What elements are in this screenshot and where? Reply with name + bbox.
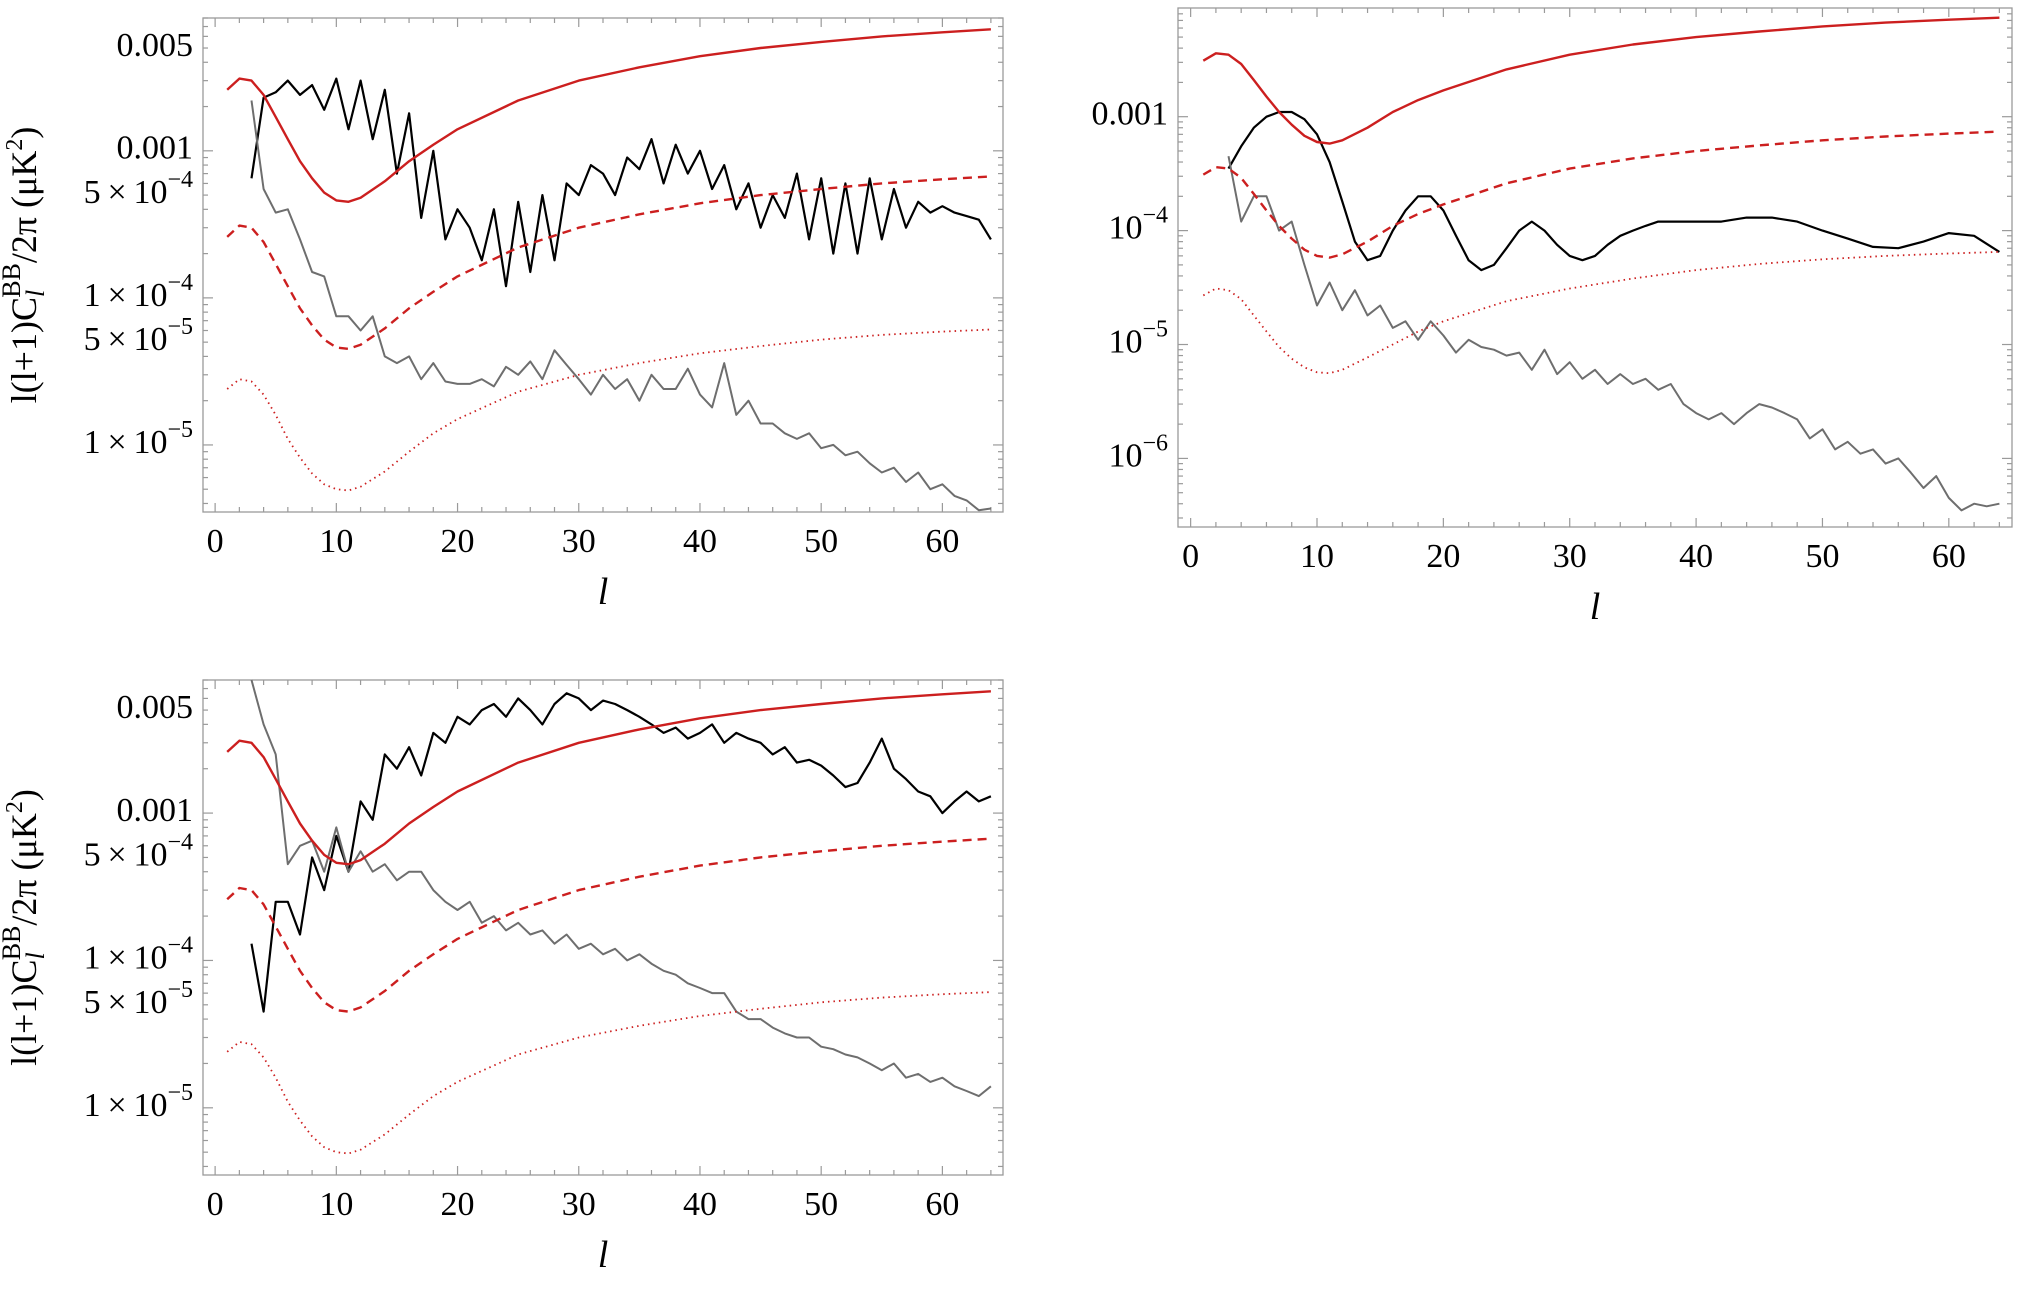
y-tick-label: 0.001 — [117, 792, 194, 829]
series-line-dotted-red — [226, 328, 991, 492]
x-tick-label: 20 — [441, 523, 475, 560]
x-tick-label: 50 — [804, 523, 838, 560]
series-line-dotted-red — [1202, 251, 2000, 375]
y-tick-label: 5 × 10−4 — [84, 167, 193, 211]
y-tick-label: 1 × 10−5 — [84, 416, 193, 460]
series-line-solid-gray — [250, 100, 992, 512]
y-tick-label: 10−6 — [1108, 430, 1168, 474]
series-line-solid-black — [250, 77, 992, 288]
x-axis-label: l — [598, 1234, 609, 1276]
y-tick-label: 5 × 10−5 — [84, 314, 193, 358]
x-axis-label: l — [1590, 586, 1601, 628]
y-tick-label: 10−5 — [1108, 316, 1168, 360]
y-tick-label: 1 × 10−4 — [84, 269, 193, 313]
x-tick-label: 20 — [441, 1186, 475, 1223]
x-tick-label: 50 — [1805, 538, 1839, 575]
series-line-solid-red — [1202, 16, 2000, 145]
x-tick-label: 0 — [207, 1186, 224, 1223]
series-line-solid-black — [1227, 110, 2000, 272]
x-tick-label: 10 — [1300, 538, 1334, 575]
chart-panel-top-right: 0 10 20 30 40 50 60 0.001 10−4 10−5 10−6 l — [1092, 7, 2013, 628]
y-tick-label: 0.001 — [117, 130, 194, 167]
series-line-solid-gray — [250, 679, 992, 1098]
series-line-solid-black — [250, 692, 992, 1013]
y-tick-label: 1 × 10−4 — [84, 932, 193, 976]
x-tick-label: 40 — [1679, 538, 1713, 575]
y-tick-label: 0.001 — [1092, 95, 1169, 132]
y-tick-label: 0.005 — [117, 27, 194, 64]
x-tick-label: 0 — [207, 523, 224, 560]
x-tick-label: 30 — [562, 523, 596, 560]
x-tick-label: 10 — [319, 523, 353, 560]
y-tick-label: 10−4 — [1108, 202, 1168, 246]
x-tick-label: 60 — [925, 523, 959, 560]
series-line-solid-red — [226, 690, 991, 866]
series-line-dashed-red — [1202, 130, 2000, 259]
y-axis-label: l(l+1)ClBB/2π (μK2) — [0, 127, 50, 404]
series-line-dashed-red — [226, 837, 991, 1013]
plot-frame — [1177, 7, 2013, 528]
x-tick-label: 50 — [804, 1186, 838, 1223]
x-tick-label: 40 — [683, 523, 717, 560]
y-tick-label: 1 × 10−5 — [84, 1079, 193, 1123]
y-tick-label: 0.005 — [117, 689, 194, 726]
x-tick-label: 30 — [562, 1186, 596, 1223]
x-axis-label: l — [598, 571, 609, 613]
series-line-dashed-red — [226, 175, 991, 351]
x-tick-label: 40 — [683, 1186, 717, 1223]
plot-frame — [202, 679, 1004, 1176]
y-axis-label: l(l+1)ClBB/2π (μK2) — [0, 789, 50, 1066]
series-line-dotted-red — [226, 991, 991, 1155]
x-tick-label: 10 — [319, 1186, 353, 1223]
series-line-solid-gray — [1227, 156, 2000, 512]
y-tick-label: 5 × 10−4 — [84, 829, 193, 873]
x-tick-label: 60 — [1932, 538, 1966, 575]
y-tick-label: 5 × 10−5 — [84, 976, 193, 1020]
x-tick-label: 0 — [1182, 538, 1199, 575]
x-tick-label: 30 — [1553, 538, 1587, 575]
x-tick-label: 60 — [925, 1186, 959, 1223]
x-tick-label: 20 — [1426, 538, 1460, 575]
series-line-solid-red — [226, 28, 991, 204]
plot-frame — [202, 17, 1004, 513]
